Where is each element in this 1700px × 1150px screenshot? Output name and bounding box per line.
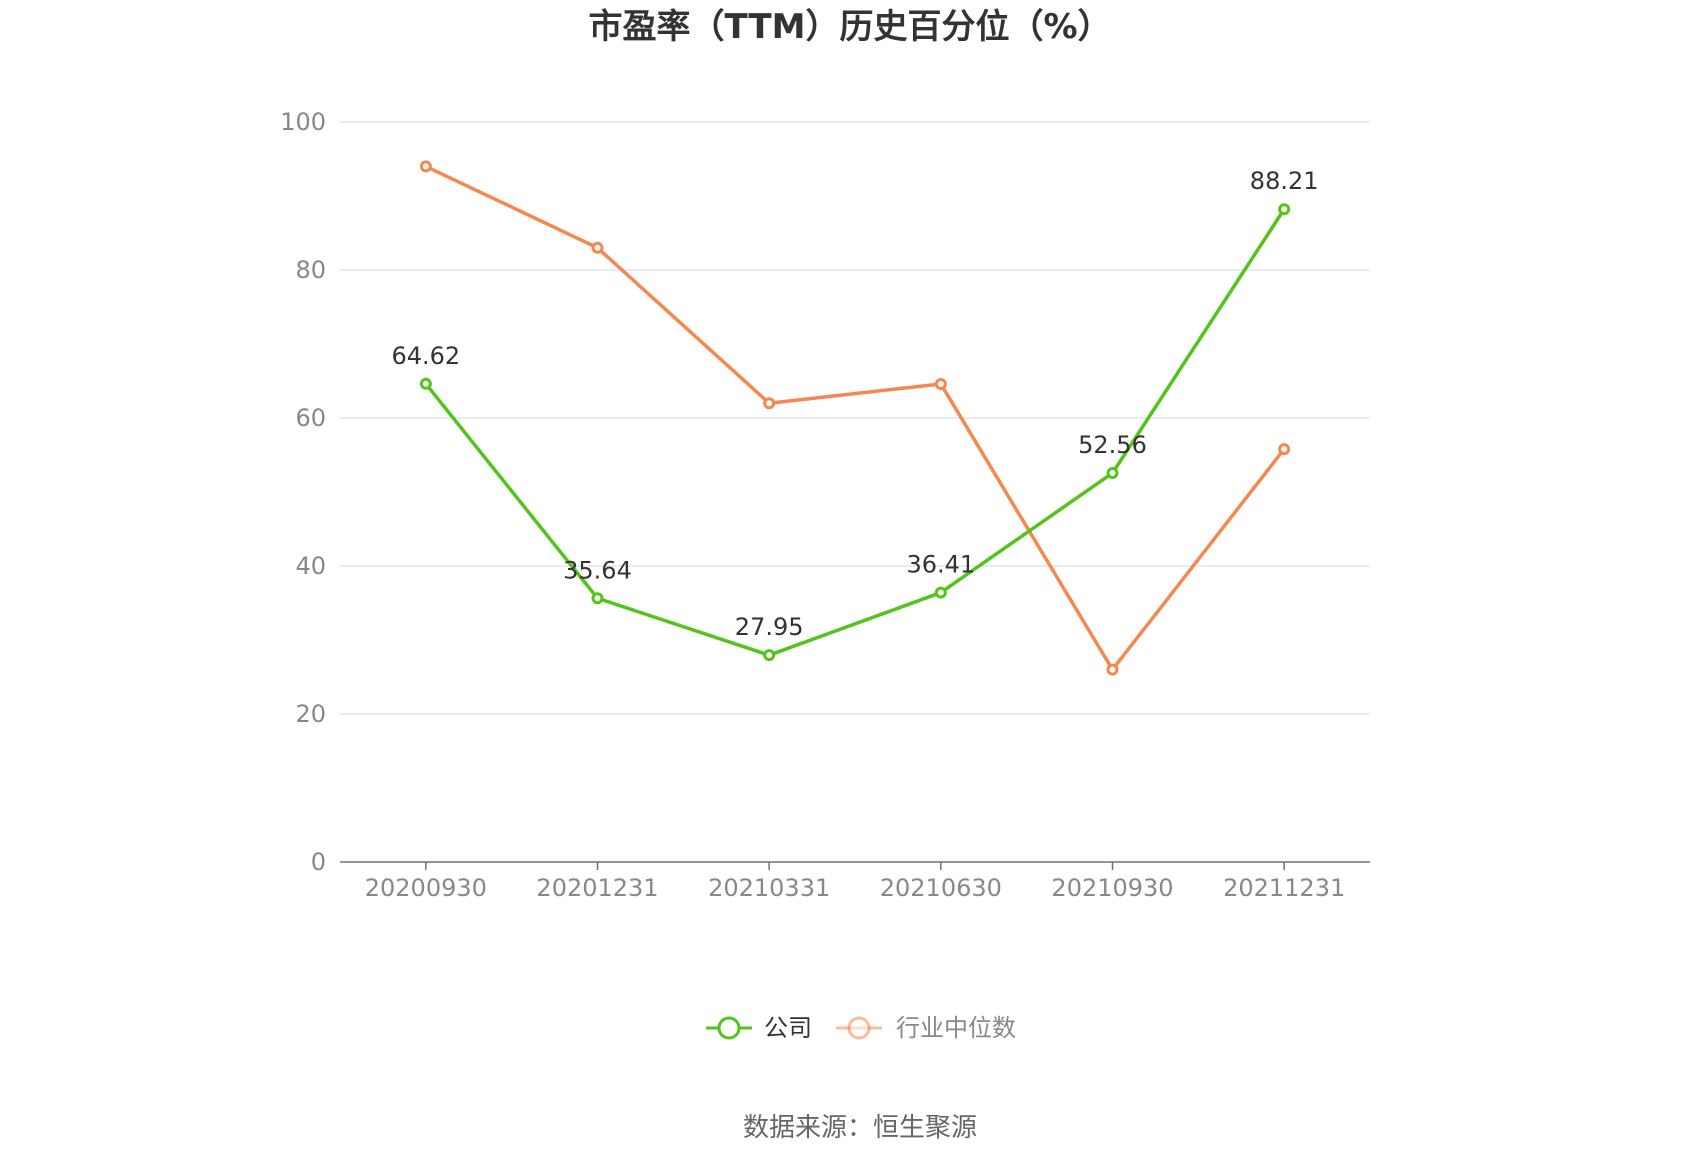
industry-point[interactable] (1278, 443, 1291, 456)
data-label: 88.21 (1250, 167, 1319, 195)
x-tick-label: 20210331 (708, 874, 830, 902)
y-tick-label: 100 (280, 108, 326, 136)
company-point[interactable] (763, 649, 776, 662)
company-point[interactable] (591, 592, 604, 605)
x-tick-label: 20210930 (1051, 874, 1173, 902)
x-tick-label: 20211231 (1223, 874, 1345, 902)
legend-label-company: 公司 (764, 1014, 812, 1042)
y-tick-label: 40 (295, 552, 326, 580)
data-label: 27.95 (735, 613, 804, 641)
chart-title: 市盈率（TTM）历史百分位（%） (588, 7, 1111, 47)
y-tick-label: 60 (295, 404, 326, 432)
industry-point[interactable] (763, 397, 776, 410)
industry-point[interactable] (419, 160, 432, 173)
y-tick-label: 80 (295, 256, 326, 284)
legend-marker-industry (847, 1016, 871, 1040)
x-tick-label: 20210630 (880, 874, 1002, 902)
data-label: 52.56 (1078, 431, 1147, 459)
x-axis-ticks: 20200930 20201231 20210331 20210630 20210930… (365, 862, 1345, 902)
data-source: 数据来源：恒生聚源 (743, 1113, 977, 1143)
y-tick-label: 0 (311, 848, 326, 876)
data-labels: 64.62 35.64 27.95 36.41 52.56 88.21 (391, 167, 1318, 641)
company-point[interactable] (1278, 203, 1291, 216)
y-axis-ticks: 0 20 40 60 80 100 (280, 108, 326, 876)
legend-item-industry[interactable]: 行业中位数 (836, 1014, 1016, 1042)
y-tick-label: 20 (295, 700, 326, 728)
x-tick-label: 20200930 (365, 874, 487, 902)
series-group (419, 160, 1291, 676)
grid-lines (340, 121, 1370, 715)
industry-point[interactable] (591, 241, 604, 254)
data-label: 64.62 (391, 342, 460, 370)
legend-label-industry: 行业中位数 (896, 1014, 1016, 1042)
legend: 公司 行业中位数 (706, 1014, 1016, 1042)
company-point[interactable] (934, 586, 947, 599)
x-tick-label: 20201231 (536, 874, 658, 902)
company-point[interactable] (419, 377, 432, 390)
industry-point[interactable] (934, 377, 947, 390)
data-label: 35.64 (563, 556, 632, 584)
series-line-industry (425, 164, 1286, 672)
data-label: 36.41 (906, 551, 975, 579)
company-point[interactable] (1106, 467, 1119, 480)
legend-item-company[interactable]: 公司 (706, 1014, 812, 1042)
series-line-company (424, 208, 1286, 657)
legend-marker-company (717, 1016, 741, 1040)
industry-point[interactable] (1106, 663, 1119, 676)
